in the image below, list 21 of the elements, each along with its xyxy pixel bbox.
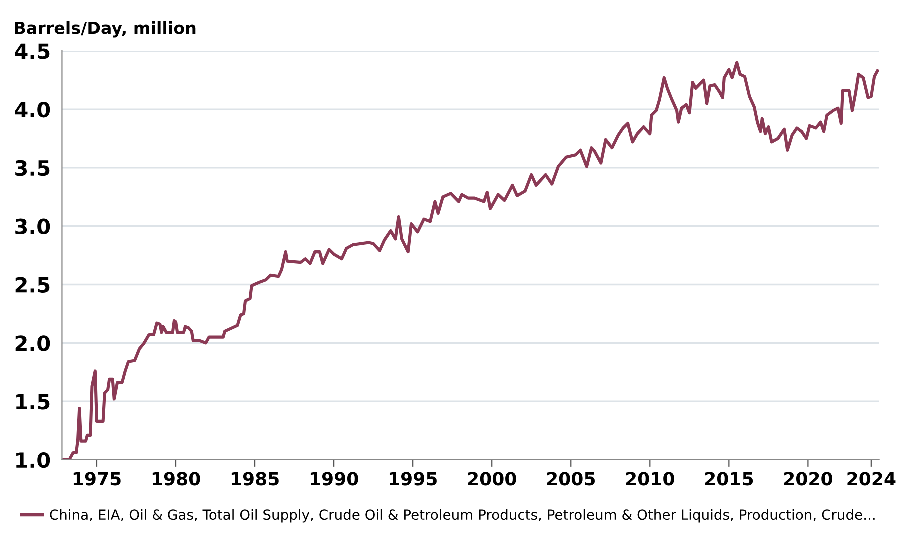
x-tick-label: 2005 (547, 472, 595, 486)
x-tick-label: 2015 (705, 472, 754, 486)
y-tick-label: 4.5 (15, 44, 50, 60)
x-tick-label: 1990 (310, 472, 358, 486)
y-tick-label: 4.0 (15, 102, 50, 118)
x-tick-label: 1975 (74, 472, 121, 486)
x-tick-label: 2010 (626, 472, 674, 486)
legend-label: China, EIA, Oil & Gas, Total Oil Supply, Crude Oil & Petroleum Products, Petroleum & Other Liquids, Production, Crude... (50, 509, 875, 523)
y-tick-label: 3.5 (16, 160, 50, 176)
chart-title: Barrels/Day, million (15, 21, 196, 38)
y-tick-label: 1.0 (16, 452, 50, 468)
x-tick-label: 2000 (468, 472, 516, 486)
x-tick-label: 1980 (152, 472, 200, 486)
x-tick-label: 1995 (390, 472, 437, 486)
y-tick-label: 2.0 (16, 336, 50, 352)
y-tick-label: 3.0 (16, 218, 50, 235)
x-tick-label: 1985 (232, 472, 279, 486)
y-tick-label: 1.5 (16, 394, 50, 410)
x-tick-label: 2020 (784, 472, 832, 486)
y-tick-label: 2.5 (16, 277, 50, 293)
x-tick-label: 2024 (848, 472, 896, 486)
